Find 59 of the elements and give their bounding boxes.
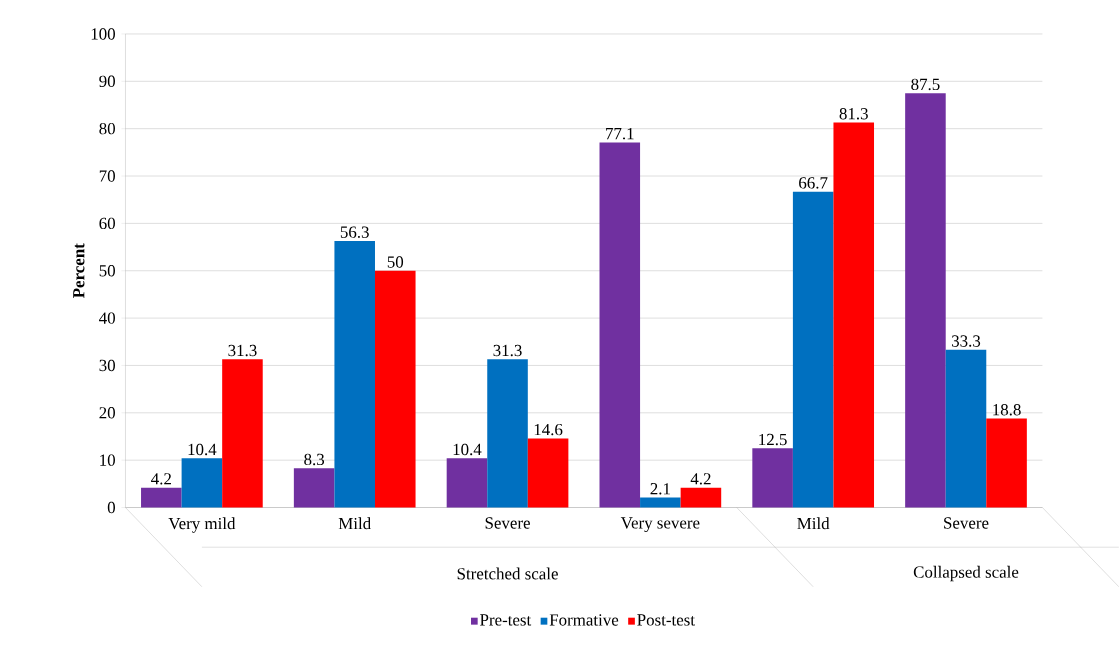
bar <box>680 487 722 508</box>
x-tick-label: Mild <box>797 517 830 530</box>
bar <box>141 487 182 508</box>
y-tick-label: 70 <box>99 170 115 182</box>
legend-label: Formative <box>549 614 619 626</box>
x-tick-label: Very severe <box>620 517 700 533</box>
x-tick-label: Very mild <box>168 517 236 533</box>
bar <box>945 349 987 508</box>
data-label: 2.1 <box>650 483 670 495</box>
data-label: 4.2 <box>151 473 171 485</box>
bar <box>487 359 528 508</box>
bar <box>293 468 335 508</box>
y-tick-label: 80 <box>99 123 115 135</box>
data-label: 66.7 <box>799 177 828 189</box>
data-label: 4.2 <box>690 473 711 485</box>
bar <box>181 458 223 508</box>
bar <box>222 359 263 508</box>
y-tick-label: 30 <box>99 359 115 372</box>
bar <box>446 458 488 508</box>
bar <box>640 497 681 508</box>
y-tick-label: 20 <box>99 407 115 419</box>
data-label: 87.5 <box>911 78 940 91</box>
data-label: 56.3 <box>340 226 369 238</box>
y-tick-label: 90 <box>99 75 115 88</box>
bar <box>833 122 875 508</box>
data-label: 50 <box>387 256 404 268</box>
y-tick-label: 40 <box>99 312 115 324</box>
legend-label: Post-test <box>637 614 695 626</box>
legend-label: Pre-test <box>480 614 532 626</box>
y-tick-label: 50 <box>99 265 115 277</box>
text: Collapsed scale <box>913 565 1019 582</box>
bar <box>374 270 416 508</box>
text: Stretched scale <box>457 567 558 580</box>
data-label: 31.3 <box>228 344 257 357</box>
data-label: 12.5 <box>759 433 787 446</box>
y-tick-label: 10 <box>100 454 115 466</box>
bar <box>334 240 375 508</box>
bar <box>986 418 1027 508</box>
y-axis-title: Percent <box>73 243 85 299</box>
data-label: 81.3 <box>839 108 868 120</box>
data-label: 8.3 <box>304 453 325 466</box>
data-label: 31.3 <box>493 344 522 357</box>
bar <box>527 438 569 508</box>
data-label: 10.4 <box>188 443 217 456</box>
y-tick-label: 60 <box>99 217 115 230</box>
y-tick-label: 0 <box>107 501 115 514</box>
y-tick-label: 100 <box>91 28 115 40</box>
bar <box>599 142 641 508</box>
bar <box>792 191 834 508</box>
x-tick-label: Severe <box>944 517 989 529</box>
data-label: 14.6 <box>534 423 563 436</box>
bar <box>905 93 946 508</box>
data-label: 33.3 <box>952 335 981 347</box>
data-label: 10.4 <box>453 443 482 456</box>
data-label: 77.1 <box>606 128 634 140</box>
x-tick-label: Mild <box>338 517 371 530</box>
data-label: 18.8 <box>993 404 1021 416</box>
bar <box>752 448 793 508</box>
x-tick-label: Severe <box>485 517 530 529</box>
